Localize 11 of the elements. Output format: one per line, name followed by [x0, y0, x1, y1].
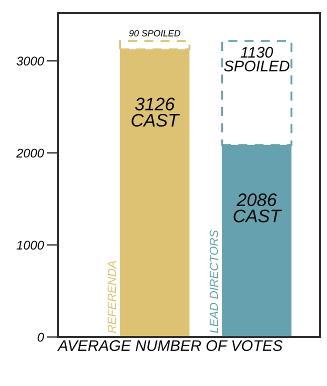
data-label: 3126 CAST — [132, 98, 180, 127]
y-tick-label: 2000 — [16, 148, 44, 158]
x-tick-label: REFERENDA — [108, 261, 116, 333]
y-tick-label: 0 — [38, 332, 44, 342]
data-label: 2086 CAST — [234, 193, 282, 222]
y-tick-label: 3000 — [16, 56, 44, 66]
x-axis-title: AVERAGE NUMBER OF VOTES — [57, 340, 283, 351]
data-label: 90 SPOILED — [129, 30, 180, 36]
data-label: 1130 SPOILED — [224, 46, 290, 72]
x-tick-label: LEAD DIRECTORS — [210, 230, 218, 333]
y-tick-label: 1000 — [16, 240, 44, 250]
